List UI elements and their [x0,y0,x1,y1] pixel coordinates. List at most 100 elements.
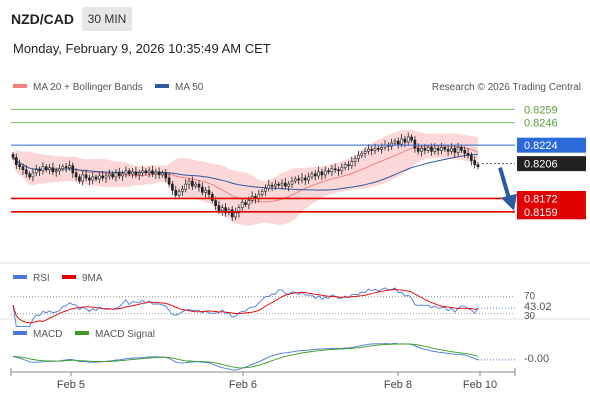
candle [267,180,271,192]
candle [390,138,393,151]
candle [117,167,121,180]
candle-body [210,194,214,201]
candle [343,162,347,171]
candle [88,174,91,186]
candle [54,167,58,177]
candle [41,162,45,175]
candle [78,174,81,184]
macd-layer [12,343,515,371]
candle [31,169,35,182]
candle-body [317,171,320,177]
candle [34,164,38,177]
candle [164,169,168,183]
candle [74,168,78,181]
candle-body [44,166,48,171]
candle [44,164,48,173]
levels-layer: 0.8259 0.8246 0.8224 0.8206 0.8172 0.8159 [11,104,586,220]
candle [290,176,294,188]
candle-body [207,189,211,195]
candle-body [410,136,413,141]
candle [81,171,85,186]
candle [184,179,188,193]
candle-body [347,164,350,166]
candle-body [184,183,188,190]
x-tick-label: Feb 6 [229,379,257,391]
candle [333,163,337,173]
candle [240,198,244,212]
candle [330,164,334,177]
candle-body [260,190,264,195]
candle-body [131,171,134,175]
datetime-label: Monday, February 9, 2026 10:35:49 AM CET [13,41,271,56]
candle-body [323,170,327,176]
candle [303,174,307,186]
legend-swatch-9ma [62,275,76,279]
candle [340,163,344,175]
candle-body [363,151,367,154]
candle [466,148,470,159]
candle [177,188,181,198]
candle [107,169,111,180]
legend-ma50: MA 50 [175,82,204,93]
candle [18,159,21,170]
candle [310,171,314,180]
macd-value: -0.00 [524,353,549,365]
ma50-line [12,153,479,191]
legend-swatch-rsi [13,275,27,279]
candle [64,162,68,173]
candle-body [41,166,45,172]
legend-swatch-macd-signal [75,331,89,335]
candle-body [88,177,91,181]
level-label: 0.8206 [524,159,558,171]
candle [171,180,174,196]
candle [420,145,423,157]
legend-macd: MACD [33,329,62,340]
candle-body [204,189,207,193]
candle [204,187,207,198]
candle-body [463,150,467,154]
candle [144,168,148,176]
candle-body [61,166,65,170]
candle [210,191,214,204]
candle [323,166,327,179]
candle-body [403,138,407,143]
candle-body [124,170,128,175]
candle-body [191,180,194,187]
candle-body [121,173,124,177]
candle-body [141,170,144,174]
candle-body [310,173,314,178]
level-label-box [517,156,586,172]
candle-body [416,147,420,152]
candle-body [58,168,61,172]
candle-body [423,147,427,151]
candle [14,153,18,170]
legend-swatch-ma20 [13,84,27,88]
timeframe-button[interactable]: 30 MIN [82,7,132,31]
candle-body [333,168,337,171]
candle [353,155,357,167]
candle-body [320,171,324,176]
candle [224,203,227,217]
candle-body [34,169,38,174]
level-label: 0.8172 [524,193,558,205]
candle-body [197,183,201,188]
candle-body [247,200,251,205]
candle [470,152,473,166]
candle-body [237,207,241,214]
candle-body [81,174,85,182]
candle [174,185,178,200]
x-axis: Feb 5 Feb 6 Feb 8 Feb 10 [10,368,516,391]
candle-body [181,188,184,192]
candle [406,132,410,146]
candle [207,185,211,199]
forecast-arrow-head [501,193,517,211]
candle [300,172,304,184]
candle [393,138,397,146]
candle-body [54,170,58,173]
candle [220,204,224,216]
candle [317,166,320,180]
candle-body [400,138,403,145]
candle-body [396,140,400,145]
candle-body [151,170,154,175]
candle-body [11,154,15,158]
